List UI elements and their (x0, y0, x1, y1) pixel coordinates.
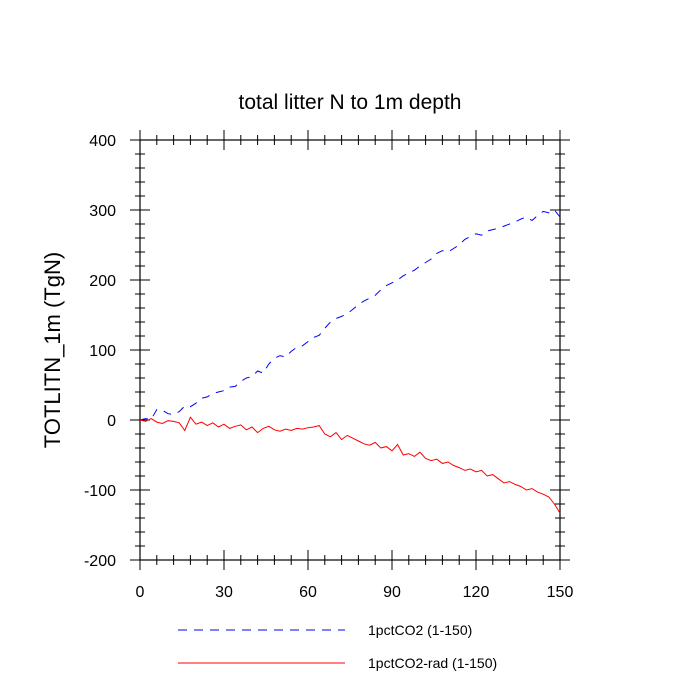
y-tick-label: -100 (84, 483, 116, 500)
series-line-2 (139, 416, 561, 514)
legend-label-1: 1pctCO2 (1-150) (368, 622, 472, 638)
x-tick-label: 120 (463, 584, 490, 601)
y-tick-label: 100 (89, 343, 116, 360)
legend: 1pctCO2 (1-150) 1pctCO2-rad (1-150) (178, 622, 497, 671)
series-line-1 (139, 209, 561, 421)
y-tick-label: 0 (107, 413, 116, 430)
y-axis-label: TOTLITN_1m (TgN) (40, 252, 65, 448)
tick-labels: 0 30 60 90 120 150 -200 -100 0 100 200 300 400 (84, 133, 573, 601)
chart-title: total litter N to 1m depth (239, 91, 462, 114)
y-tick-label: 300 (89, 203, 116, 220)
x-tick-label: 150 (547, 584, 574, 601)
plot-frame (139, 139, 561, 561)
x-tick-label: 30 (215, 584, 233, 601)
x-tick-label: 0 (136, 584, 145, 601)
y-tick-label: 400 (89, 133, 116, 150)
x-tick-label: 90 (383, 584, 401, 601)
y-tick-label: -200 (84, 553, 116, 570)
series-layer (139, 209, 561, 514)
x-tick-label: 60 (299, 584, 317, 601)
y-tick-label: 200 (89, 273, 116, 290)
axis-ticks (130, 130, 570, 570)
legend-label-2: 1pctCO2-rad (1-150) (368, 655, 497, 671)
